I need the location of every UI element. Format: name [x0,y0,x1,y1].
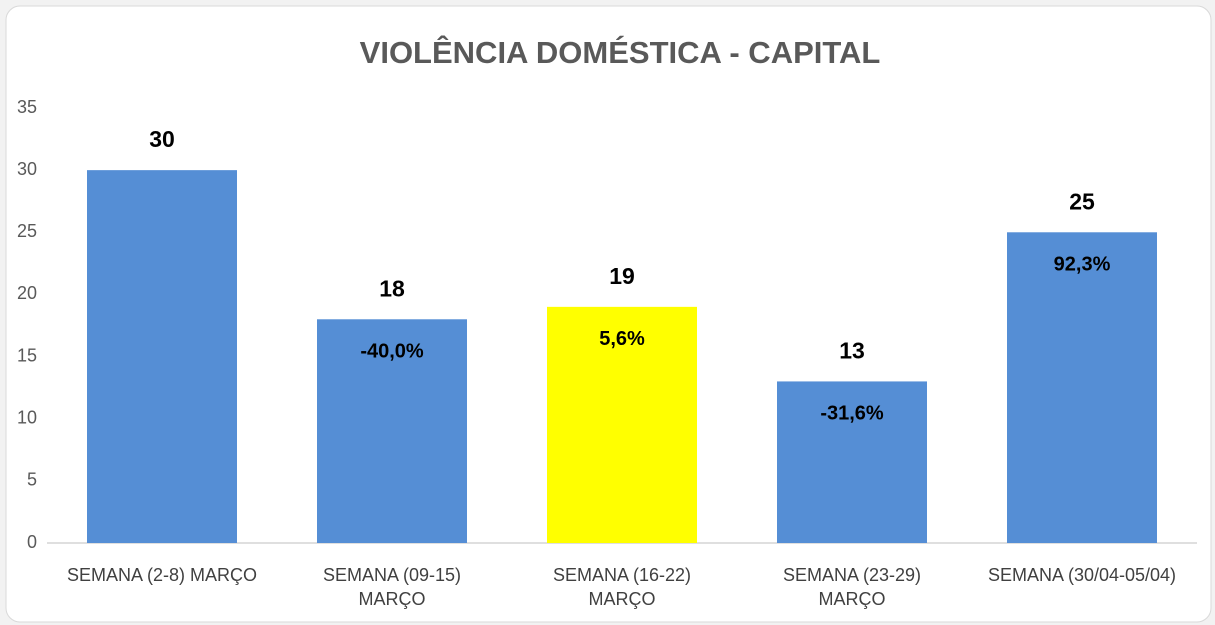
data-label: 30 [149,126,175,152]
x-tick-label: SEMANA (30/04-05/04) [987,565,1177,585]
y-tick-label: 20 [17,283,37,303]
x-tick-label: SEMANA (23-29) MARÇO [782,565,922,609]
bar [547,306,697,543]
y-tick-label: 25 [17,221,37,241]
annotation: -40,0% [360,341,424,363]
y-tick-label: 10 [17,407,37,427]
y-tick-label: 5 [27,470,37,490]
bar [1007,232,1157,544]
x-tick-label: SEMANA (16-22) MARÇO [552,565,692,609]
data-label: 18 [379,275,405,301]
y-tick-label: 35 [17,97,37,117]
y-tick-label: 30 [17,159,37,179]
chart-title: VIOLÊNCIA DOMÉSTICA - CAPITAL [360,34,881,70]
data-label: 19 [609,263,635,289]
bar [777,381,927,543]
y-tick-label: 15 [17,345,37,365]
y-tick-label: 0 [27,532,37,552]
x-tick-label: SEMANA (2-8) MARÇO [66,565,258,585]
data-label: 13 [839,338,865,364]
annotation: 5,6% [599,328,645,350]
data-label: 25 [1069,188,1095,214]
bar [317,319,467,543]
bar [87,170,237,543]
annotation: -31,6% [820,403,884,425]
annotation: 92,3% [1054,254,1111,276]
x-tick-label: SEMANA (09-15) MARÇO [322,565,462,609]
